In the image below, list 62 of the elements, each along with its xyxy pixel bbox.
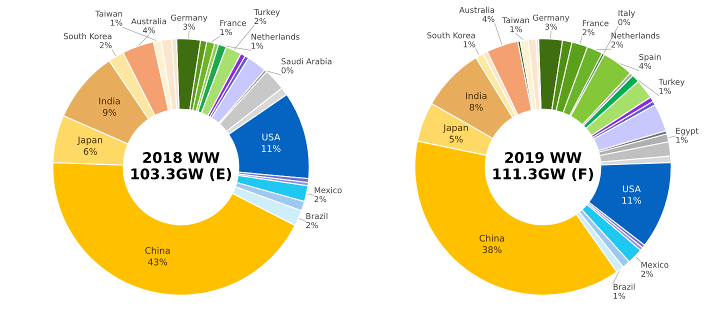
data-label: 1% bbox=[110, 20, 122, 26]
slice-label: Saudi Arabia bbox=[282, 58, 332, 64]
data-label: 1% bbox=[676, 136, 688, 143]
data-label: 1% bbox=[252, 42, 264, 49]
slice-label: Spain bbox=[639, 54, 661, 62]
slice-label: China bbox=[480, 234, 504, 242]
data-label: 1% bbox=[614, 292, 626, 299]
slice-label: Japan bbox=[77, 136, 102, 146]
data-label: 0% bbox=[282, 67, 294, 74]
data-label: 1% bbox=[464, 41, 476, 48]
data-label: 8% bbox=[470, 104, 483, 111]
slice-label: China bbox=[145, 246, 170, 254]
slice-label: South Korea bbox=[427, 32, 475, 38]
slice-label: Mexico bbox=[641, 262, 668, 268]
data-label: 11% bbox=[262, 145, 281, 152]
slice-label: Mexico bbox=[314, 186, 342, 194]
data-label: 9% bbox=[102, 109, 116, 116]
data-label: 2% bbox=[641, 270, 653, 277]
slice-label: Netherlands bbox=[252, 34, 300, 40]
data-label: 2% bbox=[314, 196, 326, 202]
slice-label: France bbox=[582, 20, 608, 26]
data-label: 2% bbox=[100, 42, 112, 48]
data-label: 43% bbox=[148, 258, 168, 266]
slice-label: Australia bbox=[131, 18, 166, 24]
data-label: 1% bbox=[220, 28, 232, 36]
data-label: 5% bbox=[450, 136, 463, 143]
data-label: 6% bbox=[84, 148, 97, 155]
slice-label: USA bbox=[262, 134, 280, 140]
slice-label: Italy bbox=[618, 10, 636, 18]
text: 2019 WW 111.3GW (F) bbox=[493, 152, 594, 182]
data-label: 38% bbox=[482, 246, 502, 254]
data-label: 2% bbox=[582, 29, 594, 36]
data-label: 0% bbox=[618, 19, 630, 26]
slice-label: Germany bbox=[533, 14, 570, 22]
slice-label: France bbox=[220, 20, 246, 26]
data-label: 4% bbox=[482, 16, 494, 22]
slice-label: Japan bbox=[442, 124, 468, 133]
slice-label: India bbox=[466, 92, 486, 100]
data-label: 2% bbox=[254, 18, 266, 24]
text: 2018 WW 103.3GW (E) bbox=[131, 152, 232, 182]
data-label: 1% bbox=[659, 88, 671, 94]
data-label: 4% bbox=[639, 62, 652, 69]
slice-label: Germany bbox=[171, 14, 208, 22]
slice-label: Taiwan bbox=[95, 10, 122, 17]
slice-label: Netherlands bbox=[612, 32, 660, 39]
slice-label: South Korea bbox=[64, 32, 112, 40]
slice-label: USA bbox=[622, 185, 641, 192]
slice-label: Turkey bbox=[658, 78, 685, 86]
data-label: 2% bbox=[306, 222, 318, 228]
data-label: 3% bbox=[183, 24, 196, 30]
data-label: 11% bbox=[622, 196, 642, 204]
slice-label: Egypt bbox=[676, 128, 698, 136]
slice-label: Taiwan bbox=[502, 16, 529, 24]
slice-label: Brazil bbox=[306, 212, 328, 220]
data-label: 4% bbox=[142, 27, 155, 34]
slice-label: Brazil bbox=[614, 284, 635, 290]
data-label: 2% bbox=[611, 42, 624, 48]
data-label: 3% bbox=[545, 24, 558, 30]
slice-label: Turkey bbox=[254, 8, 280, 17]
data-label: 1% bbox=[510, 26, 522, 32]
slice-label: India bbox=[99, 97, 120, 104]
slice-label: Australia bbox=[459, 6, 494, 13]
